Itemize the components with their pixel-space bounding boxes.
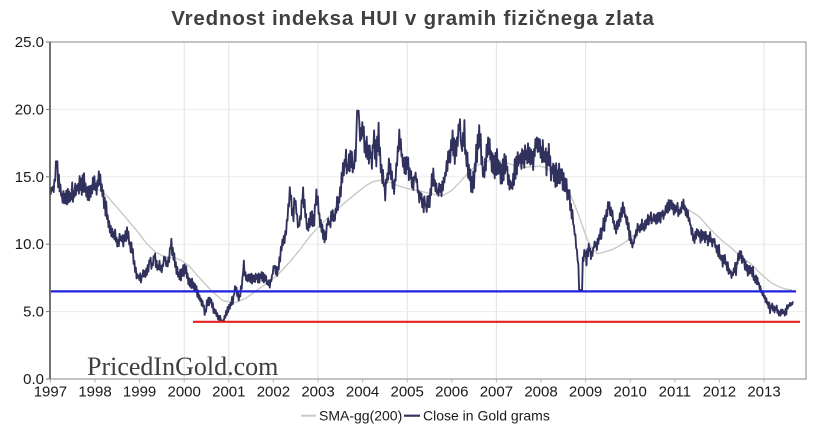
svg-text:Vrednost indeksa HUI v gramih: Vrednost indeksa HUI v gramih fizičnega … (171, 7, 654, 30)
svg-text:2006: 2006 (435, 384, 468, 401)
svg-text:1997: 1997 (34, 384, 67, 401)
svg-text:0.0: 0.0 (23, 371, 44, 388)
svg-text:25.0: 25.0 (15, 34, 44, 51)
svg-text:2008: 2008 (524, 384, 557, 401)
svg-text:1999: 1999 (123, 384, 156, 401)
svg-text:2000: 2000 (168, 384, 201, 401)
svg-text:10.0: 10.0 (15, 236, 44, 253)
svg-text:2011: 2011 (659, 384, 691, 401)
svg-text:SMA-gg(200): SMA-gg(200) (319, 408, 402, 424)
svg-text:2005: 2005 (391, 384, 424, 401)
svg-text:2003: 2003 (301, 384, 334, 401)
svg-text:2010: 2010 (614, 384, 647, 401)
svg-text:5.0: 5.0 (23, 304, 44, 321)
svg-text:2002: 2002 (257, 384, 290, 401)
svg-text:15.0: 15.0 (15, 169, 44, 186)
svg-text:PricedInGold.com: PricedInGold.com (87, 352, 278, 381)
svg-text:2007: 2007 (480, 384, 513, 401)
svg-text:20.0: 20.0 (15, 101, 44, 118)
svg-text:2012: 2012 (703, 384, 736, 401)
svg-text:2013: 2013 (747, 384, 780, 401)
svg-text:2001: 2001 (212, 384, 245, 401)
svg-text:Close in Gold grams: Close in Gold grams (423, 408, 550, 424)
svg-text:2009: 2009 (569, 384, 602, 401)
svg-text:1998: 1998 (78, 384, 111, 401)
svg-text:2004: 2004 (346, 384, 379, 401)
